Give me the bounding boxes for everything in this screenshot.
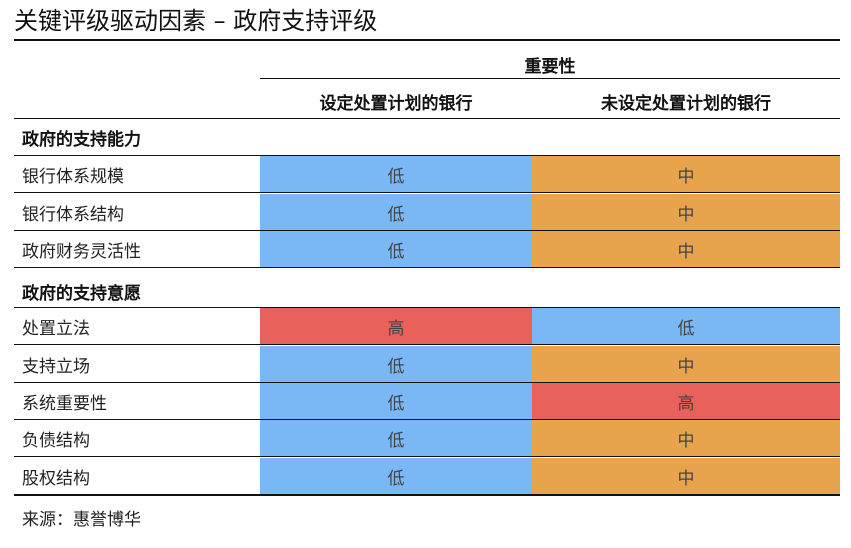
col-header-with-plan: 设定处置计划的银行 <box>319 94 473 114</box>
rating-cell-without-plan: 中 <box>532 194 840 230</box>
rating-cell-without-plan: 中 <box>532 156 840 192</box>
row-divider <box>14 267 840 268</box>
source-note: 来源：惠誉博华 <box>22 510 141 530</box>
section-heading: 政府的支持意愿 <box>22 284 141 304</box>
rating-cell-without-plan: 高 <box>532 383 840 419</box>
table-row: 政府财务灵活性 低中 <box>14 231 840 267</box>
rating-cell-with-plan: 低 <box>260 420 532 456</box>
rating-cell-without-plan: 中 <box>532 231 840 267</box>
row-divider <box>14 419 840 420</box>
row-divider <box>14 230 840 231</box>
row-divider <box>14 382 840 383</box>
table-row: 系统重要性 低高 <box>14 383 840 419</box>
row-label: 股权结构 <box>22 468 90 489</box>
row-label: 支持立场 <box>22 356 90 377</box>
footer-rule <box>14 495 840 496</box>
table-row: 银行体系规模 低中 <box>14 156 840 192</box>
table-row: 处置立法 高低 <box>14 308 840 344</box>
row-divider <box>14 456 840 457</box>
rating-cell-with-plan: 低 <box>260 194 532 230</box>
rating-cell-with-plan: 低 <box>260 346 532 382</box>
rating-cell-with-plan: 低 <box>260 458 532 494</box>
rating-cell-with-plan: 低 <box>260 231 532 267</box>
row-divider <box>14 494 840 495</box>
rating-cell-without-plan: 中 <box>532 458 840 494</box>
importance-header: 重要性 <box>524 57 576 77</box>
row-label: 负债结构 <box>22 430 90 451</box>
table-row: 负债结构 低中 <box>14 420 840 456</box>
page-title: 关键评级驱动因素 – 政府支持评级 <box>14 7 378 35</box>
table-row: 股权结构 低中 <box>14 458 840 494</box>
section-heading: 政府的支持能力 <box>22 130 141 150</box>
rating-cell-with-plan: 低 <box>260 383 532 419</box>
rating-cell-with-plan: 高 <box>260 308 532 344</box>
title-underline <box>14 39 840 41</box>
table-row: 银行体系结构 低中 <box>14 194 840 230</box>
rating-cell-without-plan: 低 <box>532 308 840 344</box>
row-label: 银行体系规模 <box>22 166 124 187</box>
header-divider <box>260 78 840 79</box>
col-header-without-plan: 未设定处置计划的银行 <box>601 94 771 114</box>
row-divider <box>14 344 840 345</box>
section-rule <box>14 307 840 308</box>
row-divider <box>14 192 840 193</box>
header-bottom-rule <box>14 118 840 119</box>
row-label: 处置立法 <box>22 318 90 339</box>
rating-cell-without-plan: 中 <box>532 420 840 456</box>
rating-cell-without-plan: 中 <box>532 346 840 382</box>
rating-cell-with-plan: 低 <box>260 156 532 192</box>
section-rule <box>14 155 840 156</box>
row-label: 银行体系结构 <box>22 204 124 225</box>
row-label: 系统重要性 <box>22 393 107 414</box>
row-label: 政府财务灵活性 <box>22 241 141 262</box>
table-row: 支持立场 低中 <box>14 346 840 382</box>
